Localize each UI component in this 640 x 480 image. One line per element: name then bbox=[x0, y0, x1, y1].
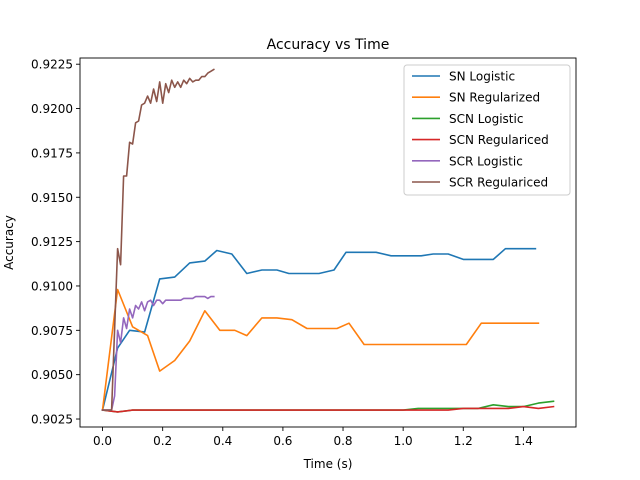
y-tick-label: 0.9075 bbox=[31, 324, 73, 338]
x-tick-label: 0.2 bbox=[153, 434, 172, 448]
legend-label-scr-regulariced: SCR Regulariced bbox=[449, 176, 548, 190]
series-line-scn-regulariced bbox=[101, 405, 555, 413]
x-tick-label: 0.0 bbox=[93, 434, 112, 448]
chart-title: Accuracy vs Time bbox=[267, 37, 390, 53]
x-tick-label: 0.6 bbox=[273, 434, 292, 448]
y-axis-label: Accuracy bbox=[2, 215, 16, 270]
y-tick-label: 0.9150 bbox=[31, 191, 73, 205]
x-tick-label: 0.8 bbox=[333, 434, 352, 448]
y-tick-label: 0.9175 bbox=[31, 146, 73, 160]
series-line-sn-regularized bbox=[101, 288, 540, 411]
x-axis-label: Time (s) bbox=[303, 457, 353, 471]
legend-box bbox=[403, 64, 571, 196]
series-line-sn-logistic bbox=[101, 247, 537, 412]
x-tick-label: 1.0 bbox=[394, 434, 413, 448]
x-tick-label: 1.2 bbox=[454, 434, 473, 448]
y-tick-label: 0.9100 bbox=[31, 279, 73, 293]
legend-label-scn-regulariced: SCN Regulariced bbox=[449, 133, 549, 147]
legend-label-sn-logistic: SN Logistic bbox=[449, 70, 515, 84]
series-line-scr-regulariced bbox=[101, 68, 215, 411]
y-tick-label: 0.9200 bbox=[31, 102, 73, 116]
y-tick-label: 0.9225 bbox=[31, 58, 73, 72]
y-axis: 0.9025 0.9050 0.9075 0.9100 0.9125 0.9150 0.91… bbox=[31, 58, 80, 427]
x-axis: 0.0 0.2 0.4 0.6 0.8 1.0 1.2 1.4 bbox=[93, 427, 533, 448]
series-line-scr-logistic bbox=[101, 295, 215, 411]
plot-frame bbox=[79, 57, 577, 428]
legend-label-sn-regularized: SN Regularized bbox=[449, 91, 540, 105]
legend: SN Logistic SN Regularized SCN Logistic SCN… bbox=[403, 64, 571, 196]
x-tick-label: 1.4 bbox=[514, 434, 533, 448]
series-lines bbox=[101, 68, 555, 413]
y-tick-label: 0.9050 bbox=[31, 368, 73, 382]
legend-label-scr-logistic: SCR Logistic bbox=[449, 154, 523, 168]
y-tick-label: 0.9025 bbox=[31, 413, 73, 427]
y-tick-label: 0.9125 bbox=[31, 235, 73, 249]
x-tick-label: 0.4 bbox=[213, 434, 232, 448]
legend-label-scn-logistic: SCN Logistic bbox=[449, 112, 523, 126]
